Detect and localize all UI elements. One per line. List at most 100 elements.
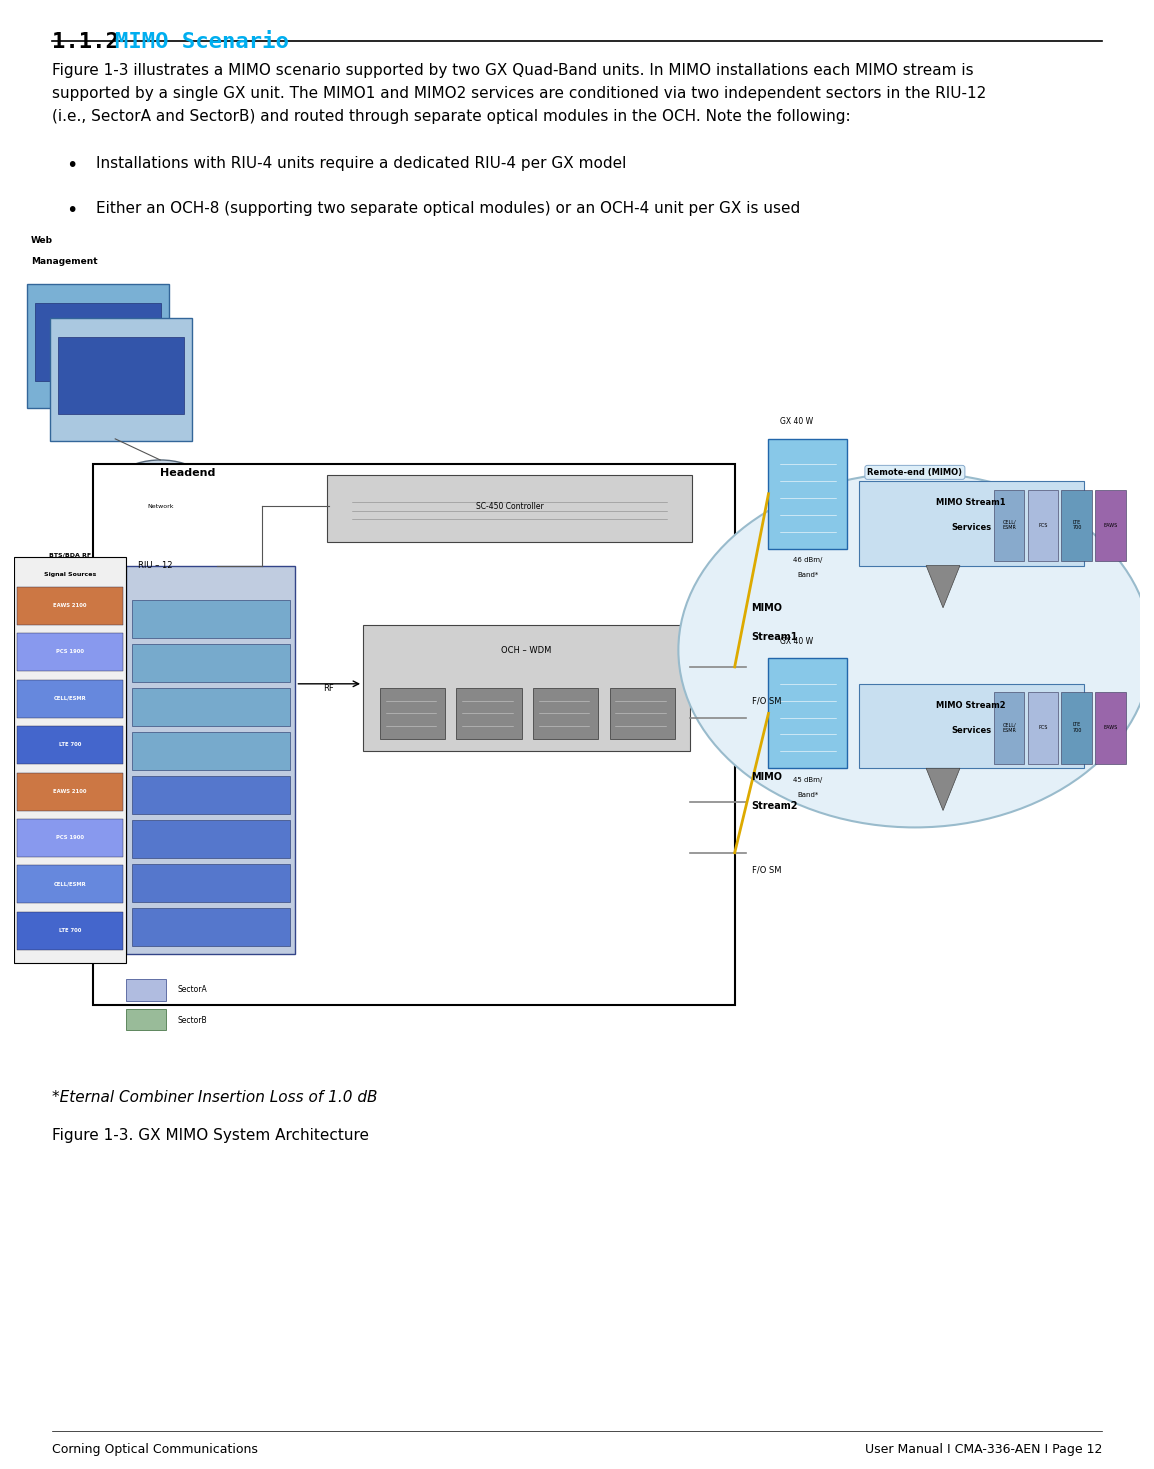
Text: SectorB: SectorB (178, 1015, 207, 1024)
Bar (127, 1009, 166, 1030)
Text: CELL/ESMR: CELL/ESMR (54, 881, 87, 886)
Text: F/O SM: F/O SM (751, 696, 781, 705)
Bar (127, 980, 166, 1000)
Bar (132, 601, 290, 638)
Text: Figure 1-3 illustrates a MIMO scenario supported by two GX Quad-Band units. In M: Figure 1-3 illustrates a MIMO scenario s… (52, 63, 974, 78)
Text: Signal Sources: Signal Sources (44, 573, 96, 577)
Text: Corning Optical Communications: Corning Optical Communications (52, 1443, 257, 1456)
Text: RIU – 12: RIU – 12 (137, 561, 172, 570)
Text: Headend: Headend (160, 469, 216, 479)
FancyBboxPatch shape (50, 319, 192, 441)
Bar (364, 624, 690, 751)
Text: Remote-end (MIMO): Remote-end (MIMO) (868, 467, 962, 477)
Text: Band*: Band* (797, 792, 818, 798)
Bar (769, 439, 847, 548)
Text: *Eternal Combiner Insertion Loss of 1.0 dB: *Eternal Combiner Insertion Loss of 1.0 … (52, 1090, 377, 1105)
Bar (17, 633, 123, 671)
Bar (769, 658, 847, 768)
Bar (994, 489, 1024, 561)
Text: Management: Management (31, 257, 97, 266)
Bar (132, 864, 290, 902)
Text: 1.1.2: 1.1.2 (52, 32, 119, 53)
FancyBboxPatch shape (36, 303, 162, 380)
Bar (17, 773, 123, 811)
Text: MIMO: MIMO (751, 771, 782, 782)
Text: PCS 1900: PCS 1900 (57, 834, 84, 840)
Bar (859, 685, 1084, 768)
Bar (132, 820, 290, 858)
Bar (1027, 489, 1058, 561)
Bar (17, 586, 123, 624)
Text: LTE 700: LTE 700 (59, 742, 81, 748)
Text: CELL/ESMR: CELL/ESMR (54, 696, 87, 701)
FancyBboxPatch shape (327, 474, 692, 542)
Text: PCS: PCS (1039, 726, 1048, 730)
Bar (1095, 489, 1125, 561)
Text: GX 40 W: GX 40 W (780, 417, 812, 426)
Text: •: • (66, 157, 77, 175)
Bar (17, 865, 123, 903)
Text: PCS: PCS (1039, 523, 1048, 527)
Text: SectorA: SectorA (178, 986, 207, 995)
Text: CELL/
ESMR: CELL/ ESMR (1003, 723, 1017, 733)
Bar (994, 692, 1024, 764)
Text: MIMO Stream1: MIMO Stream1 (936, 498, 1006, 507)
Circle shape (98, 460, 223, 552)
Bar (127, 566, 295, 955)
Text: User Manual I CMA-336-AEN I Page 12: User Manual I CMA-336-AEN I Page 12 (864, 1443, 1102, 1456)
Text: (i.e., SectorA and SectorB) and routed through separate optical modules in the O: (i.e., SectorA and SectorB) and routed t… (52, 109, 850, 123)
Text: EAWS 2100: EAWS 2100 (53, 602, 87, 608)
Text: 46 dBm/: 46 dBm/ (793, 557, 823, 563)
Text: GX 40 W: GX 40 W (780, 636, 812, 646)
Bar (17, 680, 123, 718)
Text: LTE
700: LTE 700 (1072, 723, 1081, 733)
Text: LTE
700: LTE 700 (1072, 520, 1081, 530)
Text: SC-450 Controller: SC-450 Controller (475, 502, 544, 511)
Text: Network: Network (147, 504, 173, 508)
Bar (1095, 692, 1125, 764)
Bar (132, 908, 290, 946)
Text: LTE 700: LTE 700 (59, 928, 81, 933)
Bar (609, 687, 675, 739)
Polygon shape (927, 768, 960, 811)
Text: MIMO Stream2: MIMO Stream2 (936, 701, 1006, 710)
Text: F/O SM: F/O SM (751, 865, 781, 874)
Text: Stream1: Stream1 (751, 632, 799, 642)
FancyBboxPatch shape (28, 285, 170, 407)
Bar (132, 776, 290, 814)
Text: •: • (66, 201, 77, 219)
Text: Band*: Band* (797, 573, 818, 579)
Text: BTS/BDA RF: BTS/BDA RF (50, 552, 91, 558)
Bar (533, 687, 599, 739)
Text: supported by a single GX unit. The MIMO1 and MIMO2 services are conditioned via : supported by a single GX unit. The MIMO1… (52, 87, 987, 101)
Text: Figure 1-3. GX MIMO System Architecture: Figure 1-3. GX MIMO System Architecture (52, 1128, 369, 1143)
Text: OCH – WDM: OCH – WDM (501, 646, 552, 655)
Bar (380, 687, 445, 739)
Text: EAWS: EAWS (1103, 523, 1118, 527)
Text: EAWS: EAWS (1103, 726, 1118, 730)
Bar (14, 557, 127, 962)
Text: Services: Services (951, 726, 991, 734)
Bar (859, 482, 1084, 566)
Text: RF: RF (323, 683, 335, 692)
Text: Installations with RIU-4 units require a dedicated RIU-4 per GX model: Installations with RIU-4 units require a… (96, 157, 627, 172)
Text: Stream2: Stream2 (751, 801, 799, 811)
Text: MIMO: MIMO (751, 602, 782, 613)
Text: CELL/
ESMR: CELL/ ESMR (1003, 520, 1017, 530)
Circle shape (679, 473, 1152, 827)
Bar (1062, 489, 1092, 561)
Text: Services: Services (951, 523, 991, 532)
Text: Web: Web (31, 237, 53, 245)
Bar (132, 643, 290, 682)
FancyBboxPatch shape (58, 336, 183, 414)
Bar (92, 464, 735, 1005)
Text: EAWS 2100: EAWS 2100 (53, 789, 87, 793)
Text: Either an OCH-8 (supporting two separate optical modules) or an OCH-4 unit per G: Either an OCH-8 (supporting two separate… (96, 201, 800, 216)
Text: MIMO Scenario: MIMO Scenario (115, 32, 290, 53)
Bar (1062, 692, 1092, 764)
Text: 45 dBm/: 45 dBm/ (793, 777, 823, 783)
Bar (132, 687, 290, 726)
Bar (1027, 692, 1058, 764)
Bar (132, 732, 290, 770)
Polygon shape (927, 566, 960, 608)
